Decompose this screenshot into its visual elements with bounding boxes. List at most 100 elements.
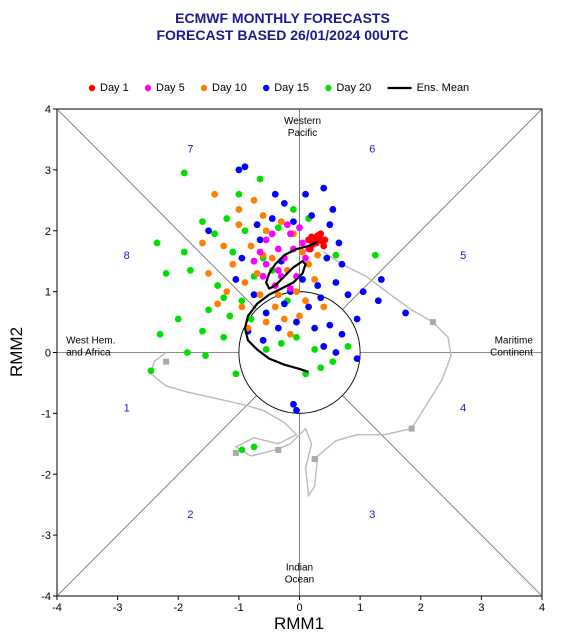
day-15-point [274,324,282,332]
phase-label-6: 6 [369,144,375,156]
phase-label-7: 7 [187,144,193,156]
x-tick-label: 4 [539,602,545,614]
legend-marker-day-10 [200,84,208,92]
day-10-point [262,318,270,326]
x-tick-label: 3 [478,602,484,614]
day-15-point [290,218,297,226]
day-20-point [223,215,231,222]
day-20-point [147,367,155,375]
past-track-marker [311,456,318,463]
day-1-point [317,230,325,238]
day-10-point [320,303,328,311]
day-20-point [174,315,182,323]
y-tick-label: -4 [41,591,51,603]
past-track-line [150,251,452,498]
day-5-point [256,248,264,256]
y-tick-label: 2 [45,226,51,238]
day-15-point [268,215,276,222]
day-10-point [287,330,294,338]
day-20-point [317,364,325,372]
day-20-point [202,352,209,359]
legend-label-day-10: Day 10 [212,82,247,94]
day-10-point [277,218,285,226]
ens-mean-line [243,240,319,374]
day-20-point [156,330,164,338]
day-15-point [338,330,346,338]
day-20-point [220,333,228,341]
day-15-point [332,279,340,286]
x-tick-label: -3 [113,602,123,614]
day-15-point [205,227,212,235]
day-15-point [335,239,343,247]
day-15-point [253,221,261,229]
x-axis-label: RMM1 [274,614,324,633]
day-10-point [229,260,237,268]
day-10-point [280,315,288,323]
day-5-point [274,245,282,253]
day-20-point [274,224,282,232]
day-15-point [271,190,279,198]
day-5-point [287,285,294,292]
day-20-point [229,248,237,256]
region-label: Western [284,116,321,127]
day-10-point [299,248,306,256]
forecast-points [147,163,409,454]
legend-label-day-15: Day 15 [274,82,309,94]
legend-marker-day-1 [88,84,96,92]
x-tick-label: 0 [296,602,302,614]
y-tick-label: -2 [41,469,51,481]
day-5-point [262,260,270,268]
day-15-point [326,221,334,229]
day-20-point [262,346,270,353]
day-15-point [377,276,385,283]
past-track-marker [408,425,415,432]
day-15-point [320,184,328,192]
day-15-point [311,324,319,332]
day-15-point [332,349,340,356]
day-20-point [220,294,228,302]
day-20-point [232,370,240,378]
day-15-point [329,206,337,213]
phase-label-2: 2 [187,509,193,521]
day-20-point [332,251,340,259]
phase-label-3: 3 [369,509,375,521]
day-20-point [277,339,285,347]
day-10-point [223,288,231,296]
region-label: Ocean [285,574,314,585]
day-15-point [302,190,309,198]
day-20-point [290,206,297,213]
x-tick-label: -2 [173,602,183,614]
day-10-point [274,291,282,299]
day-10-point [296,312,303,320]
day-15-point [299,276,306,283]
day-20-point [162,269,170,277]
day-1-point [311,235,319,243]
unit-circle [238,291,361,414]
day-10-point [259,212,267,219]
past-track-marker [429,319,436,326]
legend: Day 1 Day 5 Day 10 Day 15 Day 20 Ens. Mean [88,82,470,94]
day-15-point [314,282,322,289]
legend-marker-day-20 [325,84,332,92]
ens-mean-polyline [243,240,319,374]
day-15-point [320,343,328,350]
day-10-point [256,291,264,299]
legend-label-ens-mean: Ens. Mean [417,82,470,94]
day-5-point [287,230,294,238]
day-1-point [321,236,329,244]
y-tick-label: 1 [45,287,51,299]
day-20-point [238,297,246,305]
y-tick-label: -3 [41,530,51,542]
day-15-point [308,212,316,219]
day-20-point [256,175,264,183]
day-20-point [241,227,249,235]
y-axis-label: RMM2 [7,327,26,377]
day-15-point [353,315,361,323]
past-track-marker [163,358,170,365]
x-tick-label: -4 [52,602,62,614]
region-label: Maritime [495,335,534,346]
day-5-point [250,257,258,265]
day-15-point [241,163,249,171]
day-5-point [283,221,291,229]
day-10-point [241,279,249,286]
